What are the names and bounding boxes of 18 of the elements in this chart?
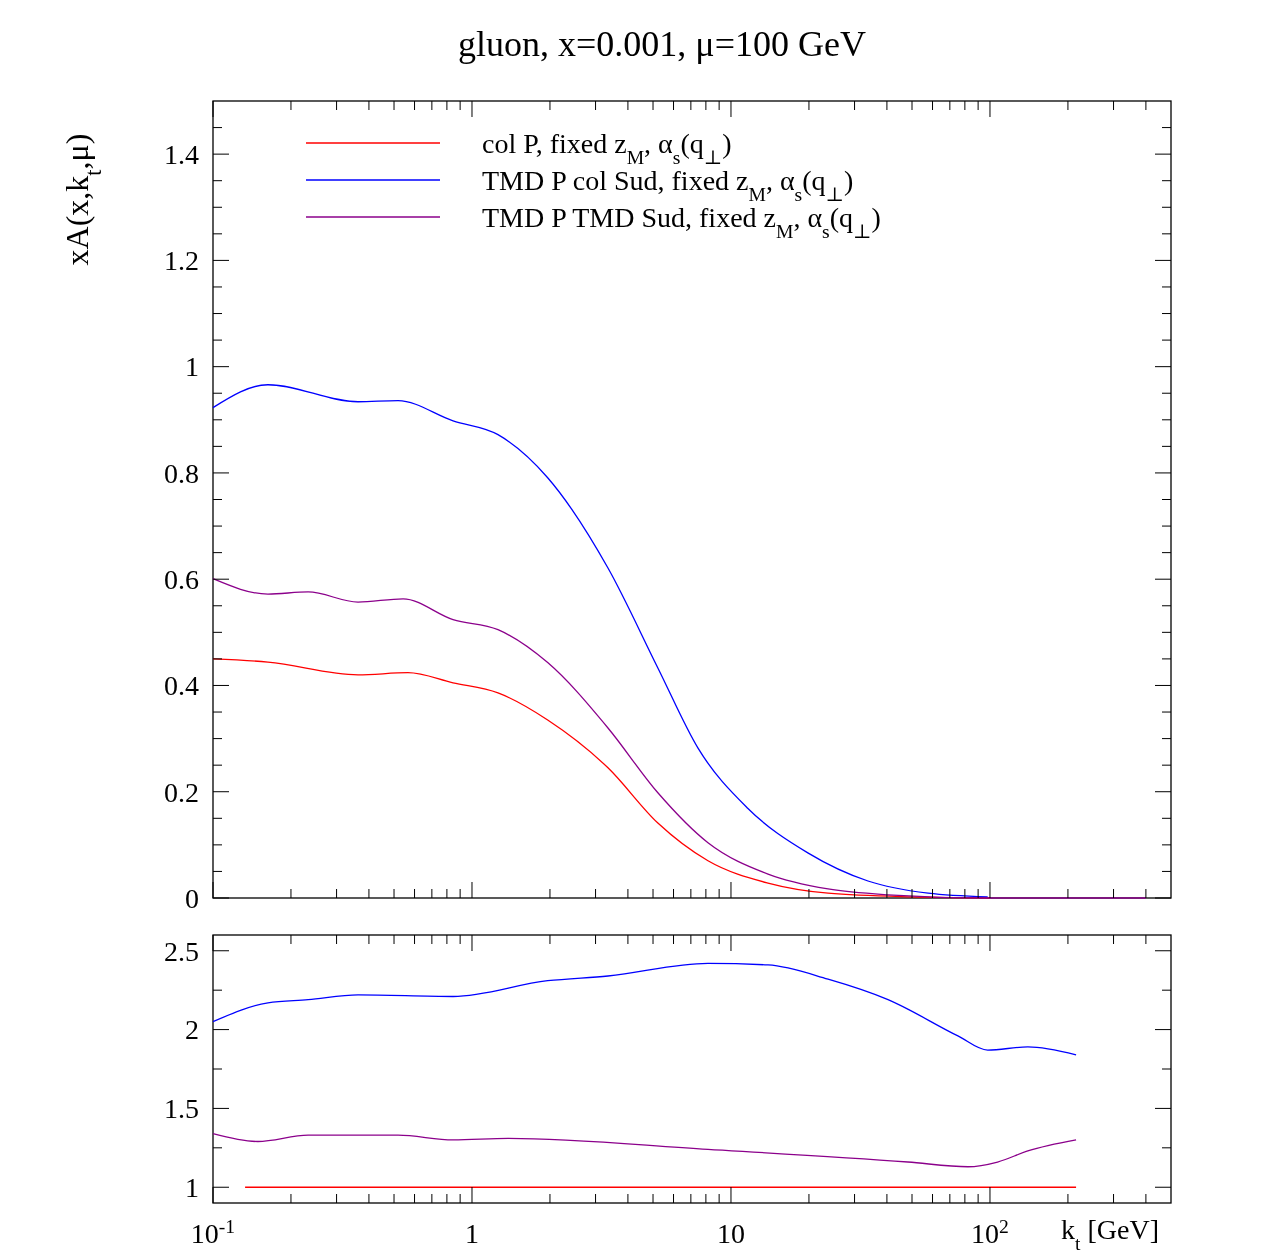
x-tick-label: 10$^{-1}$ (190, 1215, 236, 1249)
y-tick-label: 0.8 (164, 457, 199, 489)
y-tick-label: 1.4 (164, 138, 199, 170)
y-tick-label: 2.5 (164, 935, 199, 967)
y-tick-label: 1.5 (164, 1093, 199, 1125)
chart-title: gluon, x=0.001, μ=100 GeV (458, 24, 866, 64)
y-tick-label: 0.2 (164, 776, 199, 808)
x-axis-title: k$_{t}$ [GeV] (1061, 1214, 1159, 1253)
y-tick-label: 1 (185, 351, 199, 383)
y-tick-label: 1 (185, 1172, 199, 1204)
y-tick-label: 0.6 (164, 564, 199, 595)
y-tick-label: 1.2 (164, 245, 199, 277)
x-tick-label: 10 (716, 1218, 745, 1249)
x-tick-label: 10$^{2}$ (971, 1215, 1009, 1249)
y-tick-label: 2 (185, 1014, 199, 1046)
y-tick-label: 0 (185, 882, 199, 914)
x-tick-label: 1 (464, 1218, 479, 1249)
y-tick-label: 0.4 (164, 670, 199, 702)
